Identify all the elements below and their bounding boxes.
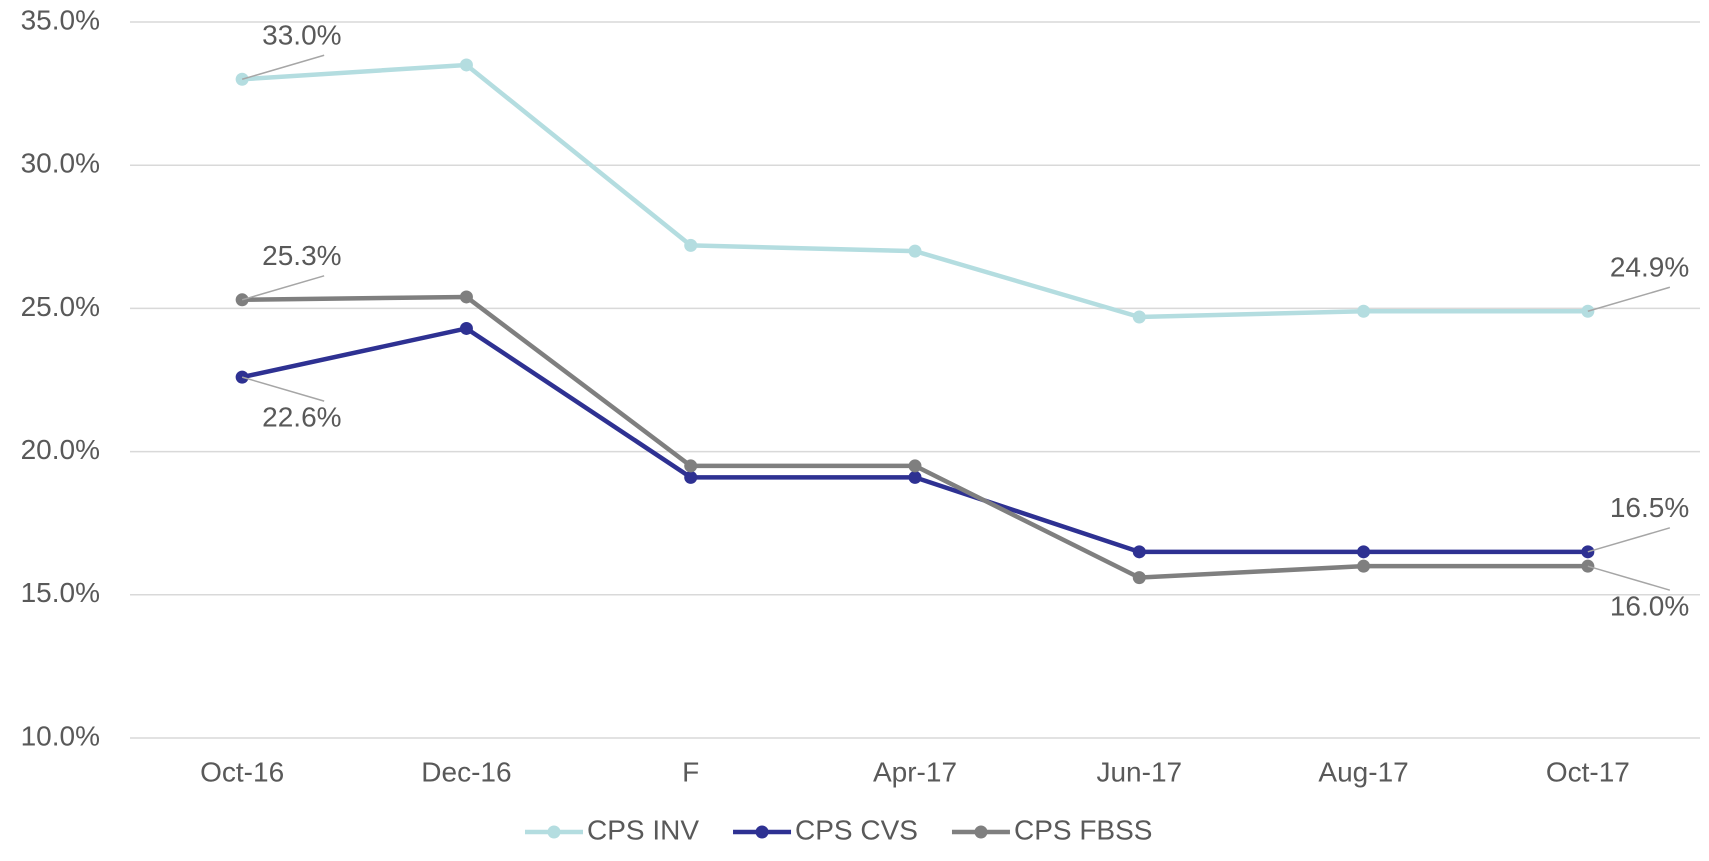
legend-label: CPS INV bbox=[587, 814, 699, 845]
legend-marker bbox=[755, 825, 769, 839]
data-point bbox=[1132, 571, 1146, 585]
y-tick-label: 20.0% bbox=[21, 434, 100, 465]
label-leader bbox=[1587, 565, 1671, 591]
x-tick-label: Oct-17 bbox=[1546, 756, 1630, 787]
data-point bbox=[1357, 559, 1371, 573]
legend-marker bbox=[974, 825, 988, 839]
legend-label: CPS FBSS bbox=[1014, 814, 1152, 845]
label-leader bbox=[241, 275, 325, 301]
data-point bbox=[684, 459, 698, 473]
x-tick-label: Jun-17 bbox=[1096, 756, 1182, 787]
data-point bbox=[908, 470, 922, 484]
series-line bbox=[241, 326, 1588, 555]
data-label: 16.5% bbox=[1610, 492, 1689, 523]
x-tick-label: Apr-17 bbox=[873, 756, 957, 787]
y-tick-label: 10.0% bbox=[21, 720, 100, 751]
data-point bbox=[684, 238, 698, 252]
data-point bbox=[684, 470, 698, 484]
y-tick-label: 15.0% bbox=[21, 577, 100, 608]
data-point bbox=[908, 244, 922, 258]
y-tick-label: 25.0% bbox=[21, 291, 100, 322]
data-point bbox=[908, 459, 922, 473]
data-point bbox=[1132, 310, 1146, 324]
y-tick-label: 35.0% bbox=[21, 4, 100, 35]
series-line bbox=[241, 62, 1588, 320]
data-point bbox=[1357, 545, 1371, 559]
data-label: 25.3% bbox=[262, 240, 341, 271]
x-tick-label: Oct-16 bbox=[200, 756, 284, 787]
label-leader bbox=[241, 376, 325, 402]
x-tick-label: Dec-16 bbox=[421, 756, 511, 787]
data-label: 33.0% bbox=[262, 20, 341, 51]
data-label: 22.6% bbox=[262, 402, 341, 433]
data-point bbox=[1132, 545, 1146, 559]
y-tick-label: 30.0% bbox=[21, 148, 100, 179]
x-tick-label: F bbox=[682, 756, 699, 787]
data-point bbox=[459, 58, 473, 72]
data-point bbox=[459, 321, 473, 335]
series-line bbox=[242, 294, 1588, 580]
x-tick-label: Aug-17 bbox=[1318, 756, 1408, 787]
data-label: 24.9% bbox=[1610, 252, 1689, 283]
label-leader bbox=[1587, 286, 1671, 312]
data-label: 16.0% bbox=[1610, 591, 1689, 622]
label-leader bbox=[241, 54, 325, 80]
legend-marker bbox=[547, 825, 561, 839]
label-leader bbox=[1587, 527, 1671, 553]
legend-label: CPS CVS bbox=[795, 814, 918, 845]
data-point bbox=[1357, 304, 1371, 318]
data-point bbox=[459, 290, 473, 304]
